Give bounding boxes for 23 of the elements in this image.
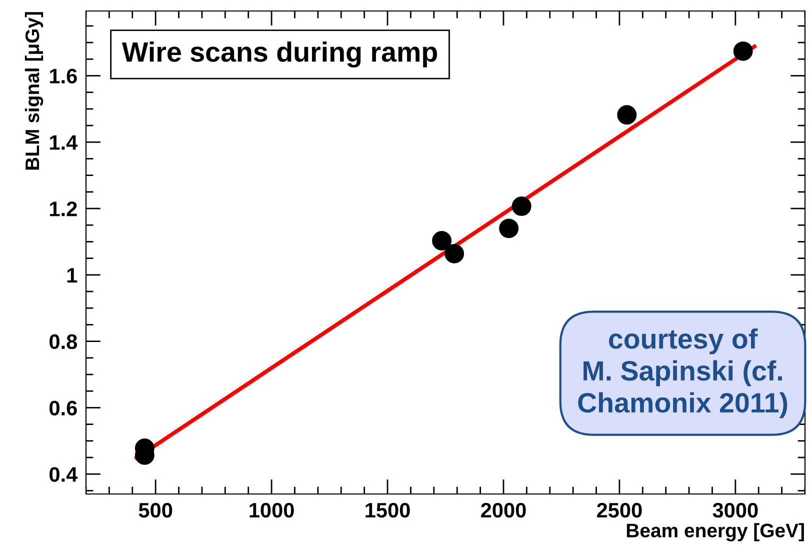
y-tick-label: 0.4 <box>50 467 78 482</box>
y-tick-label: 1 <box>67 268 78 282</box>
y-tick-label: 1.6 <box>50 68 77 84</box>
x-tick-label: 3000 <box>712 502 758 518</box>
x-tick-label: 500 <box>138 502 172 518</box>
y-tick-label: 1.2 <box>50 202 77 216</box>
point <box>499 218 519 238</box>
y-tick-label: 0.6 <box>50 400 77 416</box>
annotation: Wire scans during ramp <box>122 41 437 68</box>
point <box>444 244 464 264</box>
y-tick-label: 1.4 <box>50 135 78 150</box>
point <box>617 105 637 125</box>
point <box>512 196 532 216</box>
annotation: courtesy of M. Sapinski (cf. Chamonix 2011) <box>578 328 788 418</box>
x-tick-label: 2000 <box>481 502 526 518</box>
point <box>733 41 753 61</box>
point <box>432 230 452 250</box>
x-tick-label: 1500 <box>366 502 410 518</box>
x-tick-label: 1000 <box>250 502 294 518</box>
x-axis-title: Beam energy [GeV] <box>626 523 804 542</box>
y-axis-title: BLM signal [μGy] <box>24 12 44 170</box>
y-tick-label: 0.8 <box>50 334 78 350</box>
x-tick-label: 2500 <box>597 502 642 518</box>
